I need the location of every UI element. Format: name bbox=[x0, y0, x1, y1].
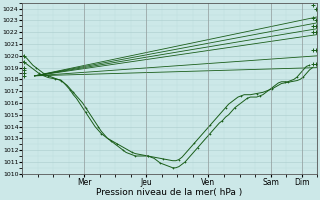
X-axis label: Pression niveau de la mer( hPa ): Pression niveau de la mer( hPa ) bbox=[97, 188, 243, 197]
